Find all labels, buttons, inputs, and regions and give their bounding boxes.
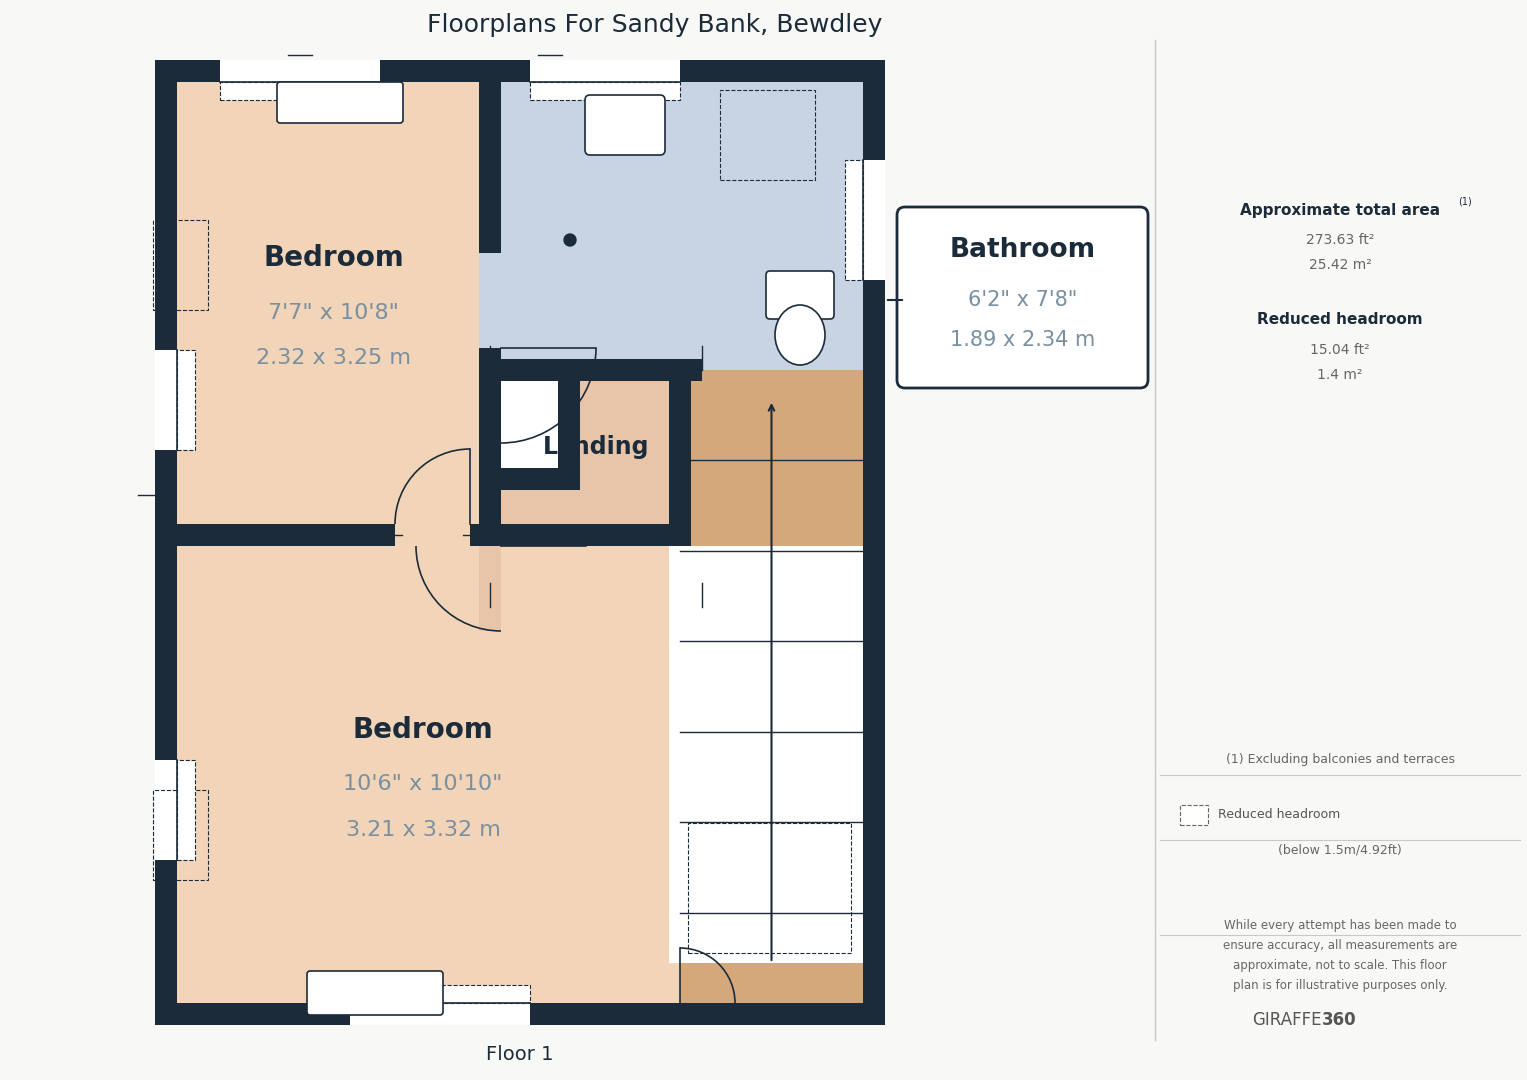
Text: Landing: Landing — [542, 435, 649, 459]
FancyBboxPatch shape — [276, 82, 403, 123]
Bar — [220, 82, 380, 100]
Bar — [153, 220, 208, 310]
FancyBboxPatch shape — [585, 95, 664, 156]
Bar — [490, 370, 580, 490]
Text: approximate, not to scale. This floor: approximate, not to scale. This floor — [1234, 959, 1448, 972]
Bar — [557, 370, 580, 490]
Bar — [479, 524, 692, 546]
Bar — [220, 60, 380, 82]
Bar — [177, 546, 863, 1003]
Bar — [156, 760, 177, 860]
Circle shape — [563, 234, 576, 246]
Bar — [721, 90, 815, 180]
Text: ensure accuracy, all measurements are: ensure accuracy, all measurements are — [1223, 939, 1457, 951]
Bar — [530, 82, 680, 100]
Text: Approximate total area: Approximate total area — [1240, 203, 1440, 217]
Text: Floorplans For Sandy Bank, Bewdley: Floorplans For Sandy Bank, Bewdley — [428, 13, 883, 37]
Bar — [490, 359, 702, 381]
Bar — [669, 359, 692, 546]
Bar — [177, 82, 490, 524]
Text: (below 1.5m/4.92ft): (below 1.5m/4.92ft) — [1278, 843, 1402, 856]
Bar — [479, 359, 501, 546]
Text: 2.32 x 3.25 m: 2.32 x 3.25 m — [257, 348, 411, 368]
Text: 360: 360 — [1322, 1011, 1356, 1029]
Bar — [156, 60, 886, 1025]
Bar — [689, 823, 851, 953]
Text: 1.89 x 2.34 m: 1.89 x 2.34 m — [950, 330, 1095, 350]
Bar — [530, 60, 680, 82]
Text: 3.21 x 3.32 m: 3.21 x 3.32 m — [345, 820, 501, 839]
Text: While every attempt has been made to: While every attempt has been made to — [1223, 918, 1457, 931]
Text: Reduced headroom: Reduced headroom — [1219, 809, 1341, 822]
Bar — [479, 253, 501, 348]
Text: 273.63 ft²: 273.63 ft² — [1306, 233, 1374, 247]
Text: GIRAFFE: GIRAFFE — [1252, 1011, 1322, 1029]
Bar — [844, 160, 863, 280]
Text: 1.4 m²: 1.4 m² — [1318, 368, 1362, 382]
Text: 25.42 m²: 25.42 m² — [1309, 258, 1371, 272]
Text: Reduced headroom: Reduced headroom — [1257, 312, 1423, 327]
Ellipse shape — [776, 305, 825, 365]
Bar — [669, 546, 863, 963]
Text: 6'2" x 7'8": 6'2" x 7'8" — [968, 291, 1077, 310]
FancyBboxPatch shape — [307, 971, 443, 1015]
Bar — [177, 350, 195, 450]
Text: (1): (1) — [1458, 197, 1472, 207]
Bar — [350, 985, 530, 1003]
Bar — [490, 82, 863, 370]
FancyBboxPatch shape — [896, 207, 1148, 388]
Bar — [863, 160, 886, 280]
Text: 15.04 ft²: 15.04 ft² — [1310, 343, 1370, 357]
Bar — [350, 1003, 530, 1025]
Text: Bathroom: Bathroom — [950, 237, 1095, 264]
Bar — [479, 546, 501, 631]
Text: 10'6" x 10'10": 10'6" x 10'10" — [344, 774, 502, 795]
Bar — [490, 468, 580, 490]
Text: Bedroom: Bedroom — [353, 715, 493, 743]
Text: plan is for illustrative purposes only.: plan is for illustrative purposes only. — [1232, 978, 1448, 991]
Bar — [177, 524, 490, 546]
Bar — [177, 760, 195, 860]
Text: 7'7" x 10'8": 7'7" x 10'8" — [269, 303, 399, 323]
Bar — [490, 370, 702, 524]
Bar — [479, 82, 501, 370]
Bar — [153, 789, 208, 880]
Text: Floor 1: Floor 1 — [486, 1045, 554, 1065]
FancyBboxPatch shape — [767, 271, 834, 319]
Bar — [395, 524, 470, 546]
Text: (1) Excluding balconies and terraces: (1) Excluding balconies and terraces — [1226, 754, 1455, 767]
Bar — [680, 370, 863, 1003]
Text: Bedroom: Bedroom — [263, 244, 403, 272]
Bar — [156, 350, 177, 450]
Bar — [1180, 805, 1208, 825]
